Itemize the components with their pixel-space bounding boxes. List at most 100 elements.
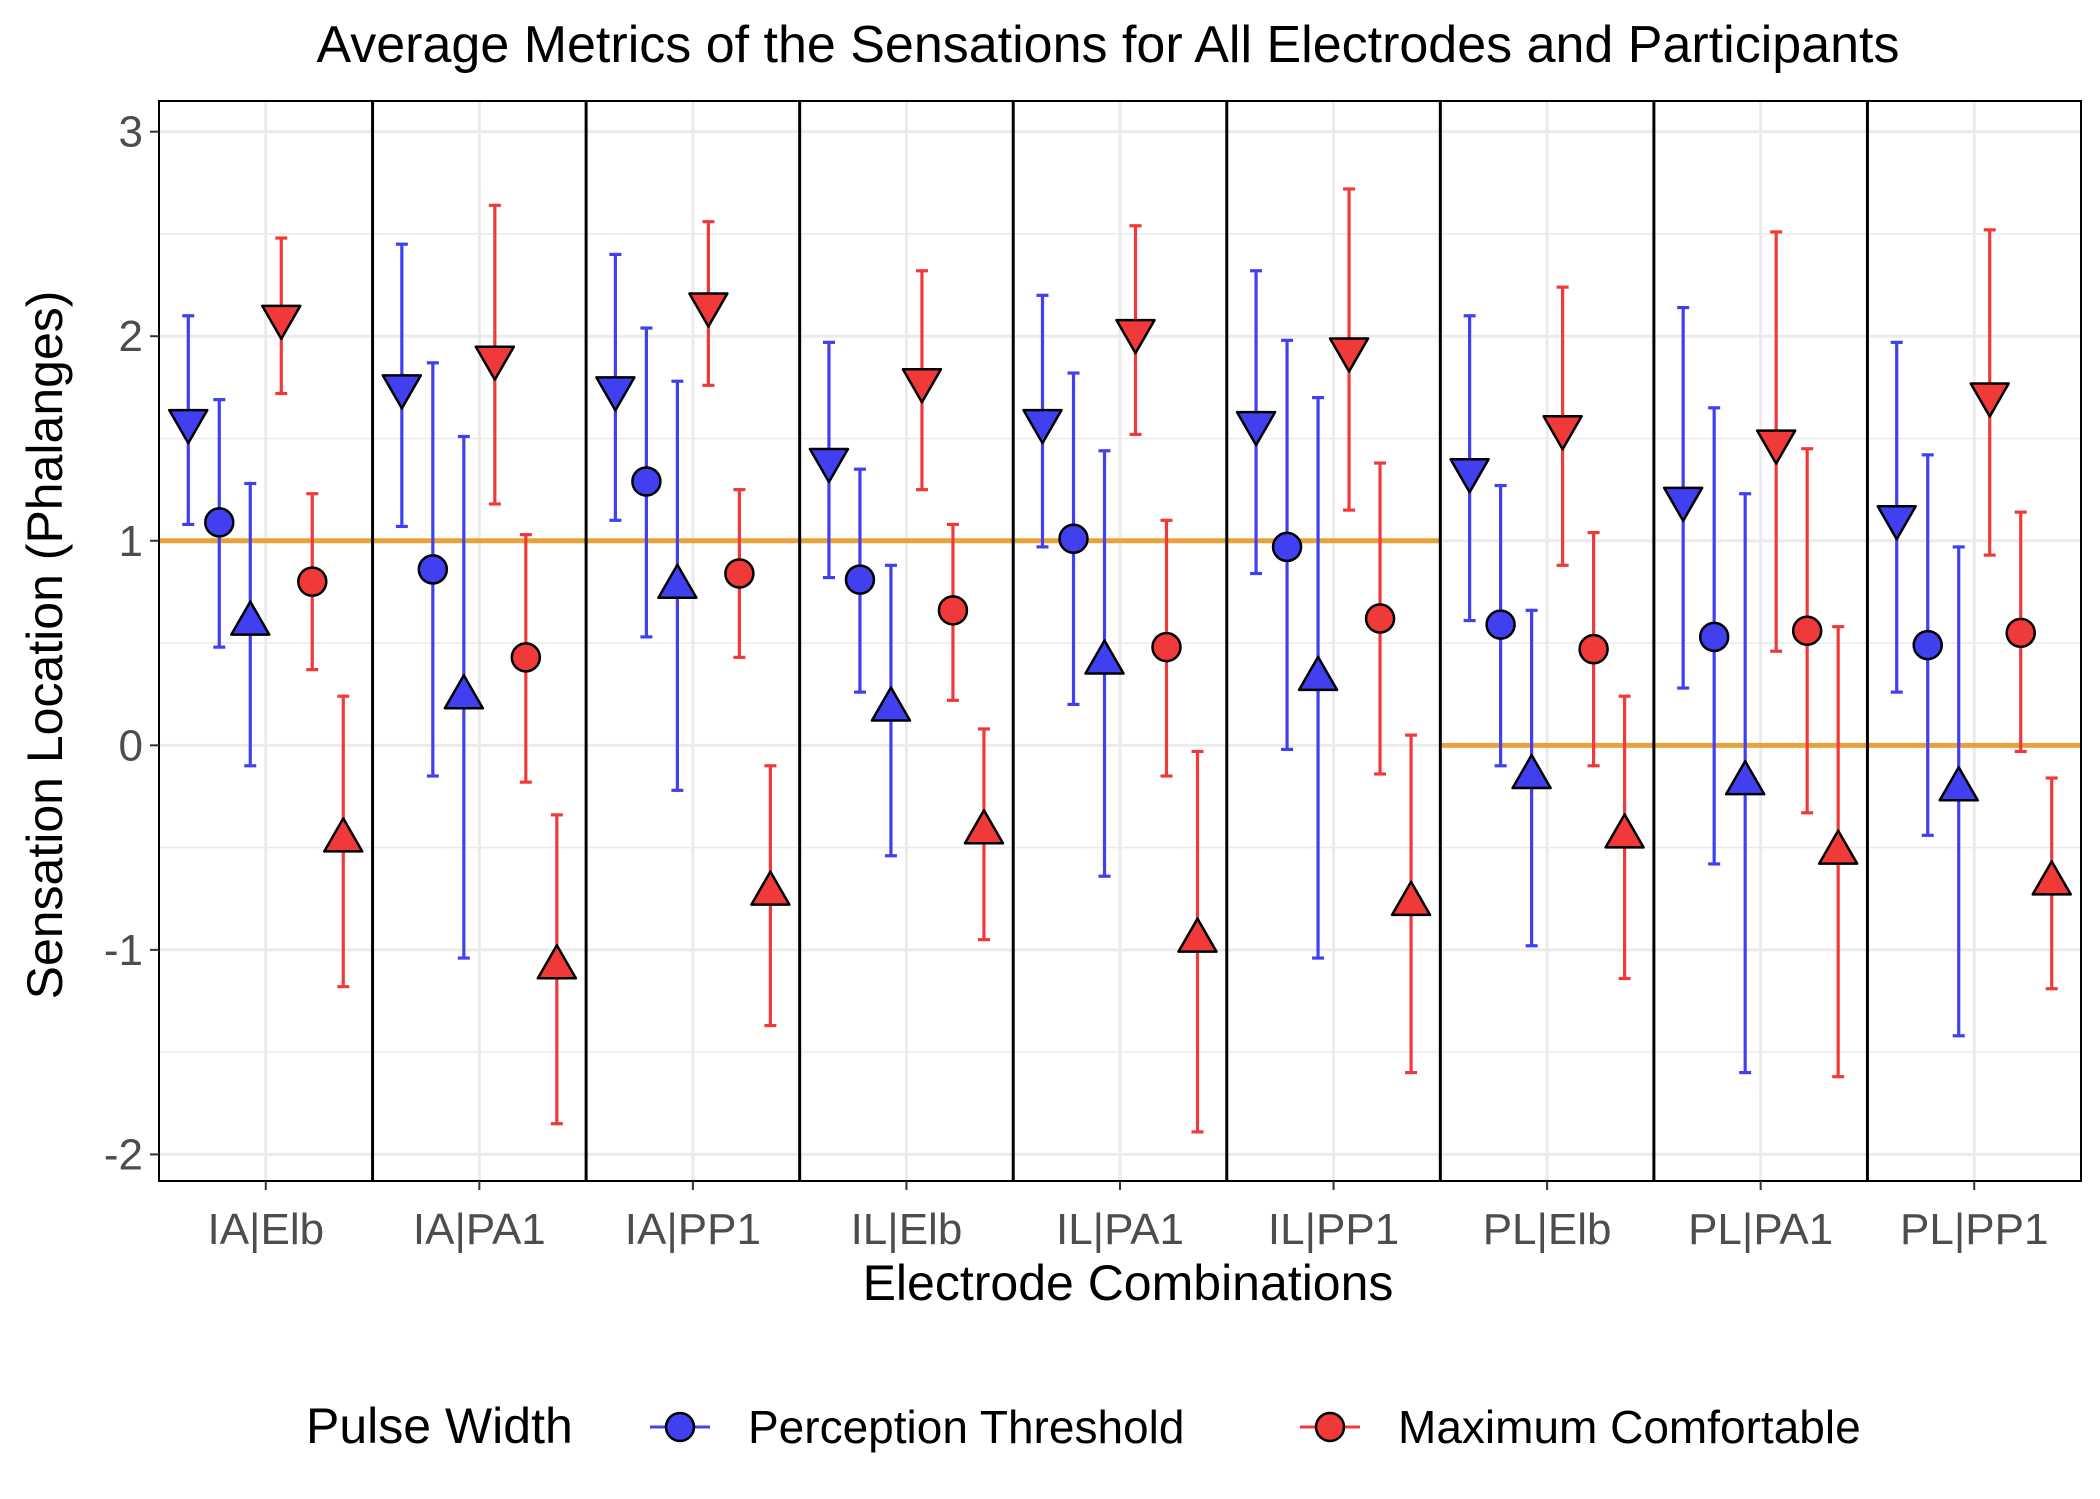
- point-triangle-up: [963, 808, 1005, 845]
- point-triangle-up: [536, 943, 578, 980]
- point-circle: [1485, 609, 1516, 640]
- data-point: [1938, 545, 1979, 1038]
- point-circle: [1698, 621, 1730, 653]
- data-point: [657, 379, 698, 792]
- legend-item-perception-threshold: Perception Threshold: [650, 1401, 1184, 1453]
- point-circle: [937, 595, 969, 626]
- data-point: [1485, 483, 1516, 768]
- reference-lines: [159, 538, 2081, 748]
- point-triangle-down: [1876, 505, 1917, 541]
- point-circle: [631, 466, 662, 497]
- point-triangle-up: [1817, 829, 1859, 865]
- point-circle: [2005, 617, 2036, 649]
- data-point: [1364, 461, 1396, 776]
- data-point: [2031, 776, 2072, 991]
- point-triangle-up: [870, 686, 912, 722]
- legend: Pulse Width Perception Threshold Maximum…: [306, 1398, 1861, 1454]
- point-triangle-up: [323, 817, 364, 853]
- legend-key-circle: [664, 1411, 696, 1443]
- data-point: [1791, 447, 1823, 815]
- point-triangle-down: [1969, 382, 2010, 418]
- legend-label-perception-threshold: Perception Threshold: [748, 1401, 1184, 1453]
- data-point: [443, 434, 485, 960]
- data-point: [1449, 314, 1490, 623]
- x-axis-title: Electrode Combinations: [863, 1255, 1394, 1311]
- data-point: [1390, 733, 1432, 1075]
- data-point: [844, 467, 876, 694]
- data-point: [1604, 694, 1645, 981]
- point-triangle-down: [1662, 486, 1704, 523]
- point-triangle-up: [1297, 655, 1339, 692]
- data-point: [1115, 224, 1156, 437]
- y-tick-label: -2: [104, 1130, 143, 1179]
- point-triangle-up: [443, 673, 485, 710]
- y-tick-label: 3: [119, 108, 143, 157]
- point-triangle-down: [1115, 318, 1156, 355]
- data-point: [595, 252, 636, 522]
- data-point: [261, 236, 302, 396]
- point-circle: [844, 564, 876, 595]
- x-axis: IA|Elb IA|PA1 IA|PP1 IL|Elb IL|PA1 IL|PP1 PL|E…: [207, 1181, 2048, 1254]
- data-point: [1578, 530, 1609, 768]
- point-circle: [417, 554, 449, 585]
- data-point: [1542, 285, 1583, 567]
- data-point: [631, 326, 662, 639]
- data-point: [963, 727, 1005, 942]
- data-point: [901, 269, 943, 492]
- data-point: [1698, 406, 1730, 866]
- point-triangle-down: [901, 367, 943, 404]
- point-triangle-up: [1938, 766, 1979, 802]
- data-point: [1969, 228, 2010, 557]
- data-point: [168, 314, 209, 527]
- data-point: [937, 522, 969, 702]
- data-point: [1511, 608, 1552, 948]
- y-tick-label: 0: [119, 721, 143, 770]
- legend-key-circle: [1314, 1411, 1346, 1443]
- point-triangle-up: [1084, 639, 1125, 675]
- data-point: [1084, 449, 1125, 878]
- data-point: [1724, 492, 1766, 1075]
- point-circle: [1791, 615, 1823, 647]
- point-circle: [1151, 631, 1182, 663]
- data-point: [1876, 340, 1917, 694]
- data-point: [1755, 230, 1797, 653]
- data-point: [510, 533, 542, 784]
- point-circle: [204, 507, 235, 538]
- point-triangle-down: [595, 376, 636, 412]
- x-tick-label: IL|PP1: [1268, 1205, 1399, 1254]
- point-triangle-down: [1449, 457, 1490, 494]
- point-circle: [297, 566, 328, 597]
- data-point: [1912, 453, 1943, 837]
- data-point: [1817, 625, 1859, 1079]
- data-point: [1022, 293, 1063, 549]
- point-circle: [1058, 523, 1089, 554]
- data-point: [1662, 305, 1704, 690]
- y-tick-label: -1: [104, 926, 143, 975]
- chart-title: Average Metrics of the Sensations for Al…: [317, 16, 1900, 74]
- point-triangle-down: [808, 447, 850, 484]
- x-tick-label: IA|PA1: [413, 1205, 546, 1254]
- data-marks: [168, 187, 2072, 1134]
- data-point: [1177, 749, 1218, 1134]
- y-tick-label: 2: [119, 312, 143, 361]
- x-tick-label: IL|Elb: [851, 1205, 963, 1254]
- point-triangle-up: [1177, 917, 1218, 953]
- data-point: [323, 694, 364, 989]
- legend-item-maximum-comfortable: Maximum Comfortable: [1300, 1401, 1861, 1453]
- x-tick-label: IA|Elb: [207, 1205, 324, 1254]
- legend-title: Pulse Width: [306, 1398, 573, 1454]
- point-triangle-down: [1235, 410, 1277, 447]
- point-triangle-up: [750, 870, 791, 906]
- data-point: [808, 340, 850, 580]
- point-triangle-down: [1755, 429, 1797, 465]
- point-circle: [510, 642, 542, 673]
- point-circle: [1578, 633, 1609, 665]
- data-point: [2005, 510, 2036, 754]
- data-point: [870, 563, 912, 858]
- data-point: [1058, 371, 1089, 707]
- point-triangle-down: [474, 345, 516, 381]
- point-triangle-up: [1511, 753, 1552, 790]
- legend-label-maximum-comfortable: Maximum Comfortable: [1398, 1401, 1861, 1453]
- data-point: [536, 813, 578, 1126]
- point-circle: [1912, 629, 1943, 661]
